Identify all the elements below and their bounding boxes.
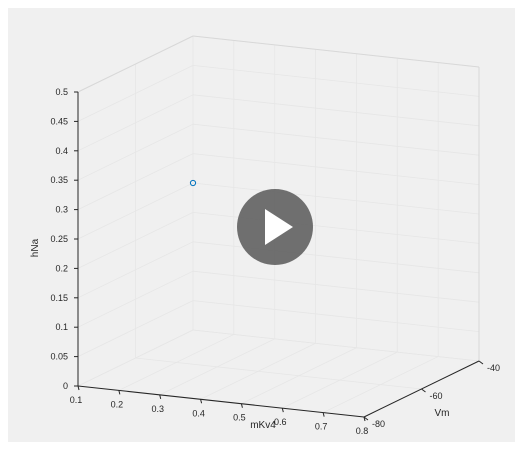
y-tick-label: -40	[487, 363, 500, 373]
x-tick-label: 0.3	[151, 404, 164, 414]
box-edge	[77, 35, 194, 93]
tick-labels: 0.1 0.2 0.3 0.4 0.5 0.6 0.7 0.8-80 -60 -40 0 0.05 0.…	[50, 87, 500, 436]
x-tick	[200, 399, 203, 404]
z-axis-label: hNa	[30, 238, 41, 257]
video-play-button[interactable]	[237, 189, 313, 265]
grid-line	[77, 94, 194, 152]
y-tick-label: -80	[372, 419, 385, 429]
grid-line	[192, 94, 480, 127]
play-icon	[265, 209, 293, 245]
grid-line	[192, 300, 480, 332]
x-tick	[159, 394, 162, 399]
data-points	[189, 179, 197, 187]
grid-line	[77, 241, 194, 299]
z-tick-label: 0	[63, 381, 68, 391]
grid-line	[77, 300, 194, 357]
x-tick-label: 0.8	[356, 426, 369, 436]
z-tick-label: 0.05	[50, 352, 68, 362]
x-tick-label: 0.7	[315, 422, 328, 432]
x-tick-label: 0.1	[70, 395, 83, 405]
grid-line	[135, 357, 422, 390]
grid-line	[192, 123, 480, 156]
scatter3d-plot: 0.1 0.2 0.3 0.4 0.5 0.6 0.7 0.8-80 -60 -40 0 0.05 0.…	[30, 35, 500, 436]
x-tick	[322, 412, 325, 417]
grid-line	[192, 241, 480, 274]
grid-line	[192, 65, 480, 97]
grid-line	[77, 123, 194, 181]
z-tick-label: 0.5	[55, 87, 68, 97]
grid-line	[192, 153, 480, 185]
x-tick-label: 0.5	[233, 413, 246, 423]
y-axis-label: Vm	[435, 408, 450, 419]
x-tick	[281, 408, 284, 413]
z-tick-label: 0.3	[55, 205, 68, 215]
z-tick-label: 0.35	[50, 175, 68, 185]
x-axis-label: mKv4	[250, 420, 276, 431]
grid-line	[192, 212, 480, 244]
x-tick	[240, 403, 243, 408]
grid-line	[77, 182, 194, 240]
grid-line	[192, 182, 480, 215]
grid-line	[192, 329, 480, 362]
y-tick-label: -60	[430, 391, 443, 401]
y-tick	[421, 388, 426, 393]
x-tick-label: 0.4	[192, 408, 205, 418]
z-tick-label: 0.4	[55, 146, 68, 156]
x-tick	[77, 385, 80, 391]
y-tick	[478, 360, 484, 365]
grid-line	[77, 270, 194, 328]
y-tick	[363, 416, 369, 421]
axes-lines	[74, 91, 484, 422]
z-tick-label: 0.1	[55, 322, 68, 332]
box-edge	[192, 35, 480, 68]
grid-line	[192, 270, 480, 303]
x-axis-line	[77, 385, 365, 418]
data-point	[189, 179, 197, 187]
x-tick-label: 0.2	[111, 399, 124, 409]
z-tick-label: 0.2	[55, 263, 68, 273]
figure-window: 0.1 0.2 0.3 0.4 0.5 0.6 0.7 0.8 -80 -60 -40 0 0.05 0.…	[8, 8, 515, 442]
z-tick-label: 0.45	[50, 116, 68, 126]
x-tick	[118, 390, 121, 395]
grid-line	[77, 212, 194, 269]
z-tick-label: 0.15	[50, 293, 68, 303]
x-tick-label: 0.6	[274, 417, 287, 427]
z-tick-label: 0.25	[50, 234, 68, 244]
grid-line	[77, 65, 194, 122]
grid-line	[77, 153, 194, 210]
